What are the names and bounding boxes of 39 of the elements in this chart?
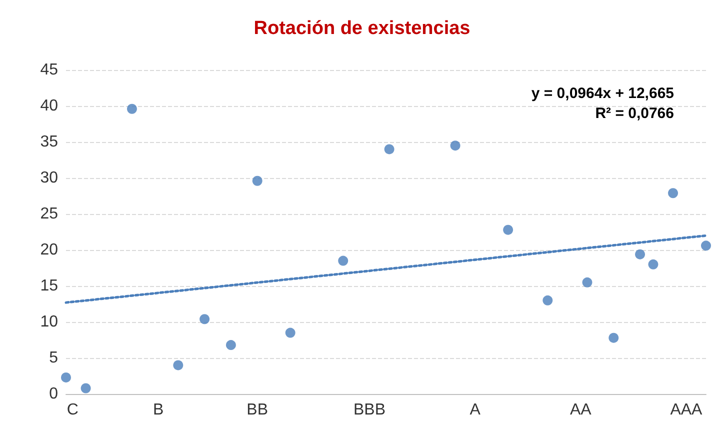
x-tick-label: BB <box>246 402 268 418</box>
point <box>701 240 711 251</box>
y-tick-label: 20 <box>40 242 58 258</box>
point <box>503 224 514 235</box>
x-tick-label: AAA <box>670 402 703 418</box>
y-tick-label: 10 <box>40 314 58 330</box>
x-tick-label: C <box>66 402 78 418</box>
point <box>338 256 348 266</box>
point <box>80 383 91 394</box>
y-tick-label: 25 <box>40 206 58 222</box>
y-tick-label: 5 <box>49 350 58 366</box>
point <box>61 372 71 382</box>
point <box>668 188 678 198</box>
point <box>648 259 658 270</box>
point <box>226 340 236 350</box>
point <box>285 328 296 338</box>
x-tick-label: BBB <box>353 402 386 418</box>
y-tick-label: 15 <box>40 278 58 294</box>
point <box>126 104 137 114</box>
point <box>542 295 553 306</box>
y-tick-label: 0 <box>49 386 58 402</box>
point <box>384 144 394 154</box>
annotation: R² = 0,0766 <box>595 105 674 122</box>
point <box>200 314 210 324</box>
point <box>450 140 460 151</box>
point <box>582 277 592 288</box>
y-tick-label: 30 <box>40 170 58 186</box>
annotation: y = 0,0964x + 12,665 <box>531 85 674 102</box>
chart-title: Rotación de existencias <box>254 18 470 39</box>
point <box>608 332 619 343</box>
x-tick-label: A <box>470 402 481 418</box>
x-tick-label: AA <box>570 402 592 418</box>
point <box>635 249 646 260</box>
y-tick-label: 35 <box>40 134 58 150</box>
point <box>252 176 262 186</box>
x-tick-label: B <box>153 402 164 418</box>
point <box>173 360 184 370</box>
y-tick-label: 40 <box>40 98 58 114</box>
y-tick-label: 45 <box>40 62 58 78</box>
